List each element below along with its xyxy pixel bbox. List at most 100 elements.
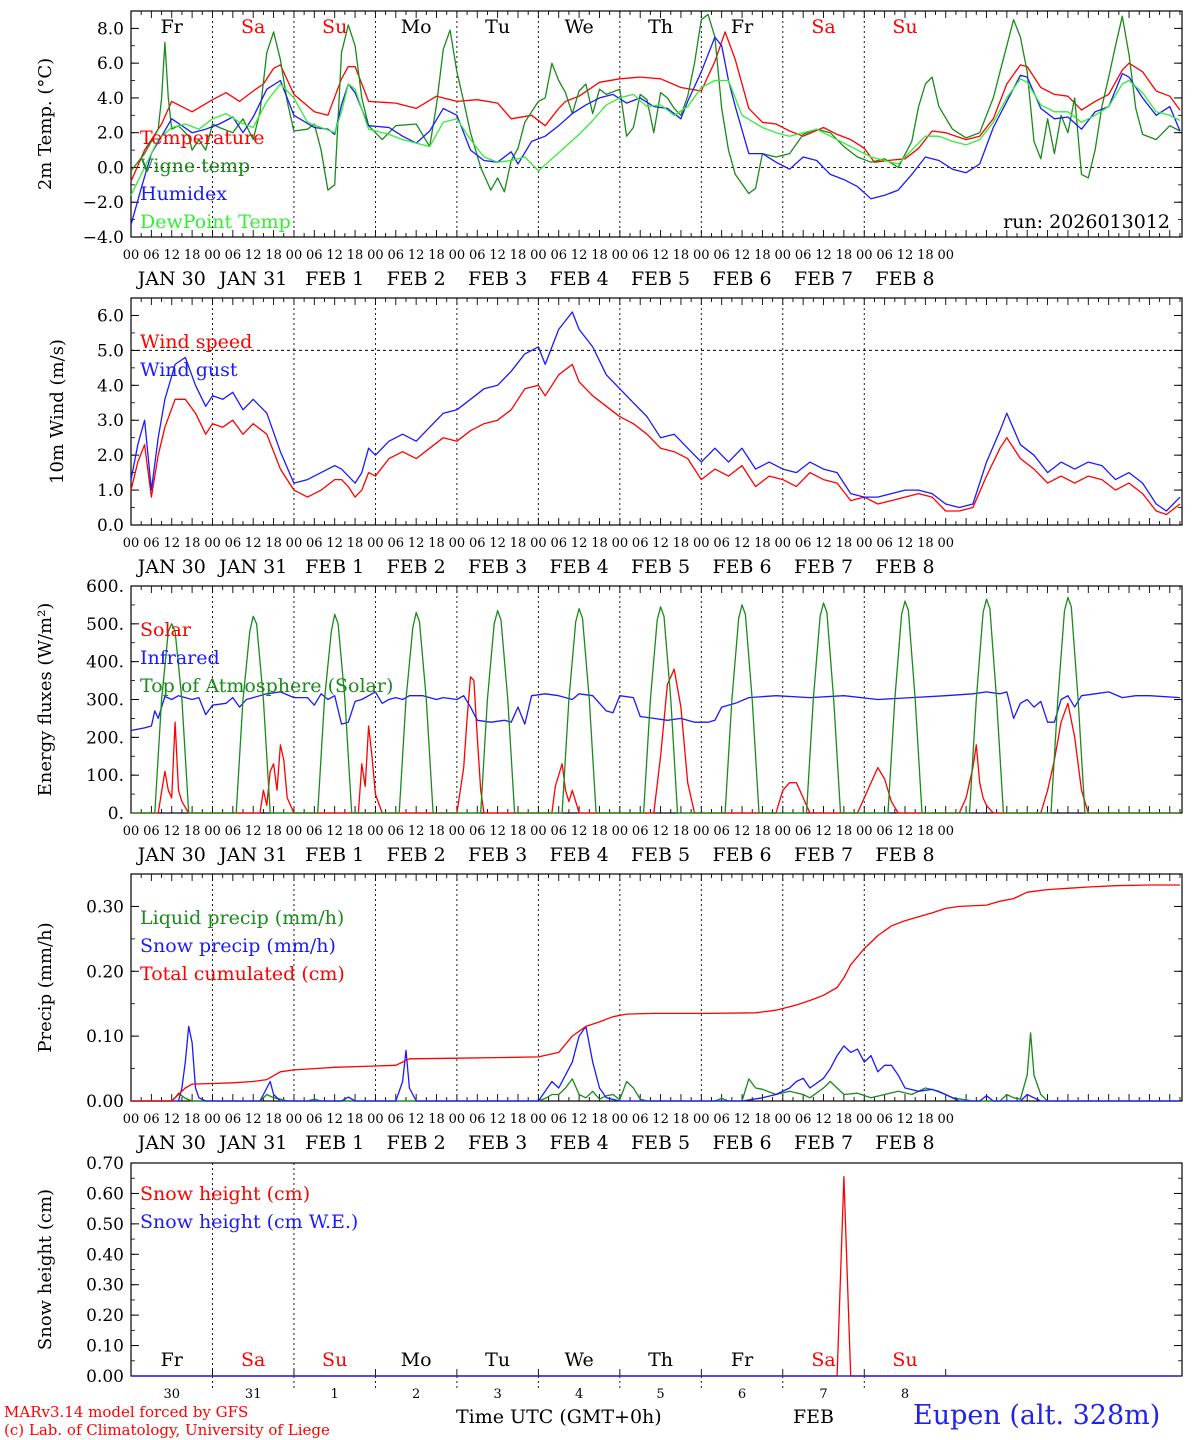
hour-tick-label: 18 bbox=[184, 536, 201, 551]
hour-tick-label: 06 bbox=[306, 536, 323, 551]
y-tick-label: 5.0 bbox=[97, 341, 124, 361]
plot-frame bbox=[130, 297, 1183, 526]
time-axis-title: Time UTC (GMT+0h) bbox=[456, 1406, 662, 1428]
day-label: FEB 6 bbox=[712, 1132, 771, 1154]
y-tick-label: 0.00 bbox=[86, 1367, 124, 1387]
y-tick-label: 0.0 bbox=[97, 158, 124, 178]
day-label: FEB 6 bbox=[712, 844, 771, 866]
hour-tick-label: 12 bbox=[245, 1112, 262, 1127]
weekday-label: We bbox=[564, 1349, 593, 1371]
legend-entry: Temperature bbox=[140, 127, 264, 149]
hour-tick-label: 06 bbox=[469, 536, 486, 551]
day-label: JAN 30 bbox=[136, 556, 206, 578]
hour-tick-label: 18 bbox=[510, 248, 527, 263]
series-wind-speed-line bbox=[130, 363, 1181, 516]
plot-frame bbox=[130, 10, 1183, 238]
hour-tick-label: 06 bbox=[306, 248, 323, 263]
plot-frame bbox=[130, 585, 1183, 814]
hour-tick-label: 06 bbox=[388, 536, 405, 551]
legend-entry: Snow height (cm W.E.) bbox=[140, 1211, 358, 1233]
y-tick-label: 0.00 bbox=[86, 1092, 124, 1112]
hour-tick-label: 00 bbox=[123, 1112, 140, 1127]
day-label: FEB 2 bbox=[387, 556, 446, 578]
hour-tick-label: 12 bbox=[326, 248, 343, 263]
hour-tick-label: 12 bbox=[652, 536, 669, 551]
legend-entry: Solar bbox=[140, 619, 192, 641]
day-number-label: 8 bbox=[901, 1387, 909, 1402]
hour-tick-label: 12 bbox=[245, 536, 262, 551]
series-solar-line bbox=[131, 668, 1180, 814]
y-tick-label: 0. bbox=[108, 804, 124, 824]
hour-tick-label: 12 bbox=[815, 824, 832, 839]
weekday-label: Tu bbox=[485, 16, 510, 38]
hour-tick-label: 06 bbox=[713, 1112, 730, 1127]
y-tick-label: 0.20 bbox=[86, 962, 124, 982]
hour-tick-label: 06 bbox=[795, 824, 812, 839]
hour-tick-label: 06 bbox=[469, 824, 486, 839]
series-humidex-line bbox=[130, 36, 1181, 225]
day-label: JAN 31 bbox=[217, 1132, 287, 1154]
hour-tick-label: 12 bbox=[652, 248, 669, 263]
hour-tick-label: 18 bbox=[265, 824, 282, 839]
hour-tick-label: 12 bbox=[408, 248, 425, 263]
hour-tick-label: 18 bbox=[917, 824, 934, 839]
model-credit: MARv3.14 model forced by GFS bbox=[4, 1403, 249, 1421]
hour-tick-label: 00 bbox=[775, 824, 792, 839]
hour-tick-label: 06 bbox=[795, 248, 812, 263]
series-infrared-line bbox=[130, 691, 1181, 732]
hour-tick-label: 18 bbox=[184, 248, 201, 263]
y-tick-label: 0.70 bbox=[86, 1154, 124, 1174]
hour-tick-label: 06 bbox=[632, 824, 649, 839]
hour-tick-label: 00 bbox=[693, 248, 710, 263]
y-tick-label: 4.0 bbox=[97, 376, 124, 396]
hour-tick-label: 12 bbox=[897, 1112, 914, 1127]
y-tick-label: 100. bbox=[86, 766, 124, 786]
hour-tick-label: 18 bbox=[836, 1112, 853, 1127]
weekday-label: Fr bbox=[731, 16, 754, 38]
hour-tick-label: 06 bbox=[469, 248, 486, 263]
hour-tick-label: 18 bbox=[428, 248, 445, 263]
hour-tick-label: 00 bbox=[856, 248, 873, 263]
day-label: JAN 30 bbox=[136, 1132, 206, 1154]
y-tick-label: −4.0 bbox=[83, 228, 124, 248]
y-tick-label: 300. bbox=[86, 691, 124, 711]
hour-tick-label: 18 bbox=[347, 1112, 364, 1127]
station-name: Eupen (alt. 328m) bbox=[913, 1400, 1161, 1431]
day-label: JAN 30 bbox=[136, 844, 206, 866]
day-label: JAN 30 bbox=[136, 268, 206, 290]
day-label: FEB 7 bbox=[794, 556, 853, 578]
hour-tick-label: 18 bbox=[673, 248, 690, 263]
hour-tick-label: 12 bbox=[245, 824, 262, 839]
day-label: FEB 3 bbox=[468, 844, 527, 866]
series-liquid-precip-mm-h-line bbox=[131, 1032, 1180, 1102]
hour-tick-label: 18 bbox=[754, 1112, 771, 1127]
hour-tick-label: 00 bbox=[286, 248, 303, 263]
weekday-label: Su bbox=[322, 16, 347, 38]
weekday-label: Mo bbox=[401, 1349, 432, 1371]
hour-tick-label: 12 bbox=[408, 824, 425, 839]
hour-tick-label: 06 bbox=[143, 824, 160, 839]
hour-tick-label: 18 bbox=[917, 1112, 934, 1127]
hour-tick-label: 00 bbox=[775, 248, 792, 263]
weekday-label: Tu bbox=[485, 1349, 510, 1371]
day-number-label: 4 bbox=[575, 1387, 583, 1402]
day-label: FEB 6 bbox=[712, 268, 771, 290]
y-tick-label: 0.30 bbox=[86, 897, 124, 917]
hour-tick-label: 12 bbox=[734, 536, 751, 551]
panel-4: 00 06 12 18 00 06 12 18 00 06 12 18 00 06 12 18 00 06 12 18… bbox=[35, 873, 1183, 1154]
weekday-label: Su bbox=[322, 1349, 347, 1371]
hour-tick-label: 06 bbox=[876, 248, 893, 263]
day-label: FEB 3 bbox=[468, 1132, 527, 1154]
hour-tick-label: 00 bbox=[693, 536, 710, 551]
weekday-label: Fr bbox=[161, 1349, 184, 1371]
hour-tick-label: 18 bbox=[510, 1112, 527, 1127]
hour-tick-label: 06 bbox=[225, 824, 242, 839]
hour-tick-label: 06 bbox=[632, 536, 649, 551]
hour-tick-label: 18 bbox=[347, 536, 364, 551]
y-tick-label: 500. bbox=[86, 615, 124, 635]
y-axis-label: Precip (mm/h) bbox=[35, 922, 56, 1052]
lab-credit: (c) Lab. of Climatology, University of L… bbox=[4, 1421, 330, 1439]
hour-tick-label: 18 bbox=[184, 824, 201, 839]
hour-tick-label: 18 bbox=[673, 824, 690, 839]
legend-entry: Wind gust bbox=[140, 359, 238, 381]
